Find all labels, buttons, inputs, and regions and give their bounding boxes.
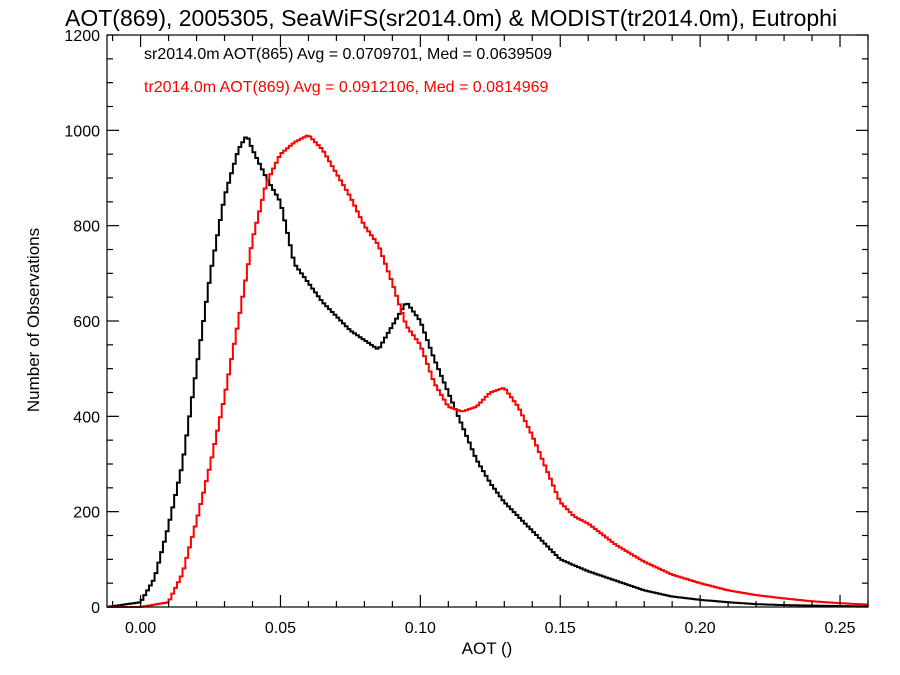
y-tick-label: 1000 bbox=[64, 123, 100, 140]
y-tick-label: 0 bbox=[91, 600, 100, 617]
legend-entry-tr2014: tr2014.0m AOT(869) Avg = 0.0912106, Med … bbox=[144, 79, 549, 96]
x-tick-label: 0.20 bbox=[685, 620, 716, 637]
y-axis-label: Number of Observations bbox=[24, 228, 43, 412]
x-axis-label: AOT () bbox=[462, 639, 513, 658]
plot-frame bbox=[106, 34, 869, 608]
series-1-line bbox=[107, 134, 868, 608]
y-tick-label: 200 bbox=[73, 505, 100, 522]
y-tick-label: 800 bbox=[73, 219, 100, 236]
plot-area: 0.00 0.05 0.10 0.15 0.20 0.25 0 200 400 600 800 100… bbox=[64, 28, 869, 637]
legend-entry-sr2014: sr2014.0m AOT(865) Avg = 0.0709701, Med … bbox=[144, 46, 552, 63]
y-tick-label: 600 bbox=[73, 314, 100, 331]
x-tick-label: 0.10 bbox=[405, 620, 436, 637]
y-tick-label: 1200 bbox=[64, 28, 100, 45]
x-tick-label: 0.15 bbox=[545, 620, 576, 637]
y-tick-label: 400 bbox=[73, 409, 100, 426]
x-tick-label: 0.25 bbox=[824, 620, 855, 637]
chart-title: AOT(869), 2005305, SeaWiFS(sr2014.0m) & … bbox=[65, 5, 837, 31]
series-0-line bbox=[107, 136, 868, 608]
x-tick-label: 0.00 bbox=[125, 620, 156, 637]
x-tick-label: 0.05 bbox=[265, 620, 296, 637]
